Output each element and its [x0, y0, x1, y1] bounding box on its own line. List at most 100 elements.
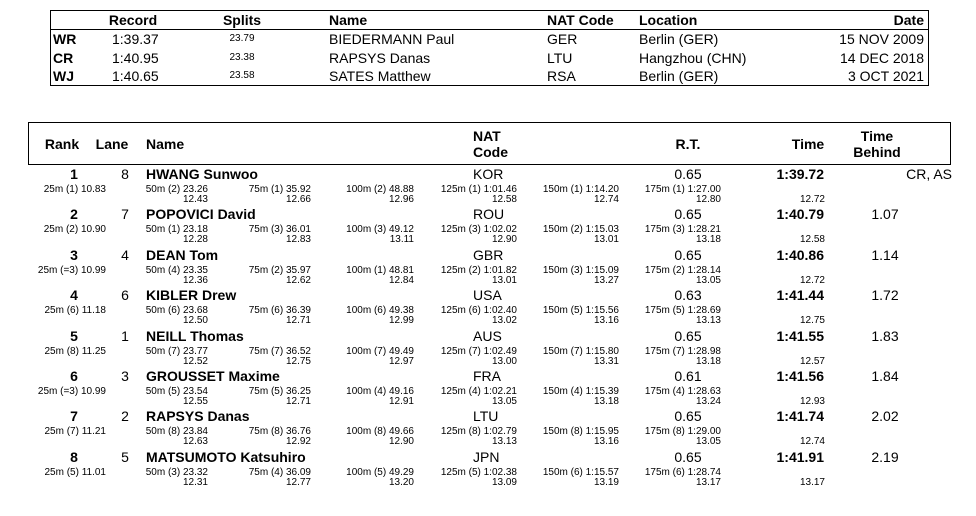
records-cell: CR — [53, 49, 74, 66]
records-cell: 3 OCT 2021 — [847, 68, 924, 84]
split-cumulative: 125m (8) 1:02.79 — [440, 426, 517, 438]
records-cell: WR — [53, 31, 77, 47]
split-lap: 12.66 — [285, 194, 311, 205]
time-behind: 1.83 — [871, 327, 899, 344]
split-cumulative: 125m (1) 1:01.46 — [440, 184, 517, 195]
final-time: 1:41.44 — [776, 287, 824, 304]
split-cumulative: 175m (7) 1:28.98 — [644, 345, 721, 357]
rank: 1 — [70, 166, 78, 182]
split-lap: 13.05 — [695, 274, 721, 286]
records-cell: Hangzhou (CHN) — [639, 49, 747, 66]
reaction-time: 0.61 — [674, 368, 702, 384]
split-lap: 12.97 — [388, 355, 414, 367]
split-cumulative: 150m (6) 1:15.57 — [542, 466, 619, 478]
split-lap: 12.75 — [799, 315, 825, 327]
split-cumulative: 75m (4) 36.09 — [248, 466, 311, 478]
split-cumulative: 150m (1) 1:14.20 — [542, 184, 619, 195]
nat-code: LTU — [473, 408, 499, 425]
split-lap: 12.71 — [285, 315, 311, 327]
split-cumulative: 50m (7) 23.77 — [145, 345, 208, 357]
athlete-name: GROUSSET Maxime — [146, 368, 280, 384]
split-lap: 13.20 — [388, 476, 414, 488]
reaction-time: 0.65 — [674, 206, 702, 223]
split-cumulative: 50m (2) 23.26 — [145, 184, 208, 195]
reaction-time: 0.65 — [674, 327, 702, 344]
records-cell: SATES Matthew — [329, 68, 431, 84]
lane: 2 — [121, 408, 129, 425]
split-cumulative: 75m (8) 36.76 — [248, 426, 311, 438]
athlete-name: DEAN Tom — [146, 246, 219, 263]
time-behind: 2.19 — [871, 448, 899, 465]
reaction-time: 0.65 — [674, 408, 702, 425]
split-cumulative: 175m (2) 1:28.14 — [644, 264, 721, 276]
split-lap: 13.19 — [593, 476, 619, 488]
records-cell: LTU — [547, 49, 573, 66]
results-header: Time Behind — [853, 128, 901, 160]
split-lap: 12.74 — [799, 436, 825, 448]
split-lap: 13.01 — [593, 234, 619, 246]
split-cumulative: 100m (1) 48.81 — [346, 264, 414, 276]
split-lap: 12.72 — [799, 274, 825, 286]
rank: 3 — [70, 246, 78, 263]
split-cumulative: 75m (1) 35.92 — [248, 184, 311, 195]
records-cell: 1:40.65 — [112, 68, 159, 84]
split-lap: 13.13 — [695, 315, 721, 327]
split-lap: 12.99 — [388, 315, 414, 327]
records-box — [50, 10, 929, 86]
split-lap: 12.92 — [285, 436, 311, 448]
split-lap: 12.43 — [182, 194, 208, 205]
split-cumulative: 100m (8) 49.66 — [346, 426, 414, 438]
split-cumulative: 125m (2) 1:01.82 — [440, 264, 517, 276]
rank: 8 — [70, 448, 78, 465]
final-time: 1:41.55 — [776, 327, 824, 344]
split-cumulative: 150m (8) 1:15.95 — [542, 426, 619, 438]
split-cumulative: 175m (3) 1:28.21 — [644, 224, 721, 236]
split-cumulative: 50m (6) 23.68 — [145, 305, 208, 317]
split-lap: 12.83 — [285, 234, 311, 246]
records-cell: BIEDERMANN Paul — [329, 31, 455, 47]
split-cumulative: 175m (6) 1:28.74 — [644, 466, 721, 478]
split-lap: 12.58 — [491, 194, 517, 205]
split-lap: 13.05 — [695, 436, 721, 448]
lane: 6 — [121, 287, 129, 304]
split-lap: 13.02 — [491, 315, 517, 327]
split-lap: 13.27 — [593, 274, 619, 286]
split-lap: 12.77 — [285, 476, 311, 488]
split-cumulative: 75m (7) 36.52 — [248, 345, 311, 357]
results-header: NAT Code — [473, 128, 508, 160]
records-header: Date — [893, 12, 924, 28]
athlete-name: HWANG Sunwoo — [146, 166, 258, 182]
split-lap: 13.18 — [695, 355, 721, 367]
records-header: Name — [329, 12, 368, 28]
records-header: NAT Code — [547, 12, 614, 28]
records-cell: Berlin (GER) — [639, 68, 719, 84]
nat-code: GBR — [473, 246, 504, 263]
records-header-rule — [50, 29, 929, 30]
split-cumulative: 100m (5) 49.29 — [346, 466, 414, 478]
results-header: Rank — [44, 136, 80, 152]
reaction-time: 0.65 — [674, 166, 702, 182]
split-cumulative: 25m (6) 11.18 — [44, 305, 106, 317]
split-cumulative: 75m (6) 36.39 — [248, 305, 311, 317]
records-cell: RSA — [547, 68, 576, 84]
final-time: 1:41.91 — [776, 448, 824, 465]
nat-code: FRA — [473, 368, 501, 384]
records-header: Splits — [222, 12, 262, 28]
split-cumulative: 125m (6) 1:02.40 — [440, 305, 517, 317]
split-lap: 13.31 — [593, 355, 619, 367]
split-cumulative: 50m (8) 23.84 — [145, 426, 208, 438]
split-cumulative: 125m (5) 1:02.38 — [440, 466, 517, 478]
split-lap: 13.00 — [491, 355, 517, 367]
nat-code: ROU — [473, 206, 505, 223]
lane: 4 — [121, 246, 129, 263]
split-cumulative: 50m (3) 23.32 — [145, 466, 208, 478]
split-cumulative: 150m (4) 1:15.39 — [542, 386, 619, 397]
records-cell: WJ — [53, 68, 74, 84]
time-behind: 2.02 — [871, 408, 899, 425]
records-cell: RAPSYS Danas — [329, 49, 431, 66]
reaction-time: 0.65 — [674, 448, 702, 465]
split-cumulative: 50m (1) 23.18 — [145, 224, 208, 236]
athlete-name: POPOVICI David — [146, 206, 256, 223]
split-lap: 13.24 — [695, 396, 721, 407]
reaction-time: 0.65 — [674, 246, 702, 263]
